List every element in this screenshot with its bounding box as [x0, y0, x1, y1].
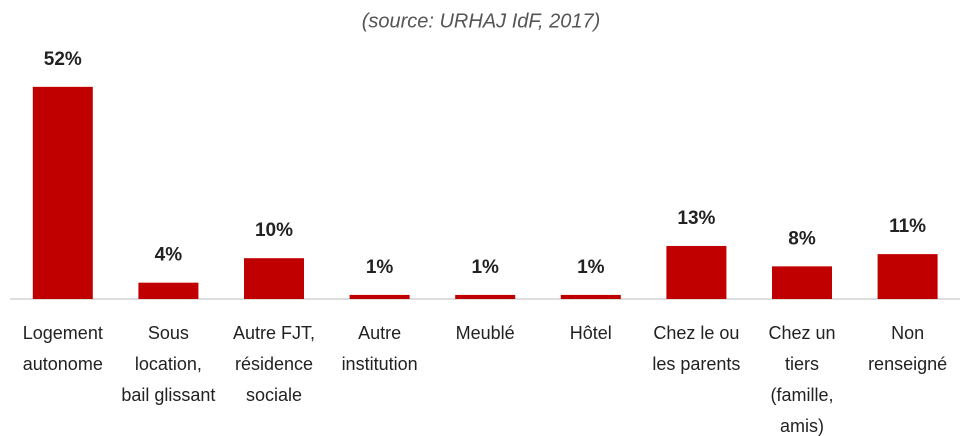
- bar: [455, 294, 516, 299]
- data-label: 1%: [471, 257, 499, 278]
- data-label: 1%: [577, 257, 605, 278]
- bar: [772, 266, 832, 299]
- data-label: 11%: [889, 216, 926, 237]
- data-label: 8%: [788, 228, 816, 249]
- x-tick-label: Chez le ou les parents: [652, 323, 741, 374]
- bar: [560, 294, 621, 299]
- data-label: 13%: [677, 208, 715, 229]
- data-label: 10%: [255, 220, 293, 241]
- bar: [877, 254, 938, 299]
- bar: [349, 294, 410, 299]
- x-tick-label: Meublé: [455, 323, 515, 343]
- x-tick-label: Autre FJT, résidence sociale: [232, 323, 316, 405]
- data-label: 52%: [44, 49, 82, 70]
- x-tick-label: Sous location, bail glissant: [121, 323, 216, 405]
- x-tick-label: Non renseigné: [868, 323, 948, 374]
- x-tick-label: Logement autonome: [22, 323, 103, 374]
- bar: [244, 258, 304, 299]
- chart-title: (source: URHAJ IdF, 2017): [362, 10, 601, 32]
- x-tick-label: Hôtel: [569, 323, 612, 343]
- x-tick-label: Autre institution: [341, 323, 418, 374]
- bar: [32, 86, 93, 299]
- x-tick-label: Chez un tiers (famille, amis): [768, 323, 836, 436]
- bar: [666, 245, 727, 299]
- data-label: 4%: [155, 245, 183, 266]
- data-label: 1%: [366, 257, 394, 278]
- bar: [138, 282, 199, 299]
